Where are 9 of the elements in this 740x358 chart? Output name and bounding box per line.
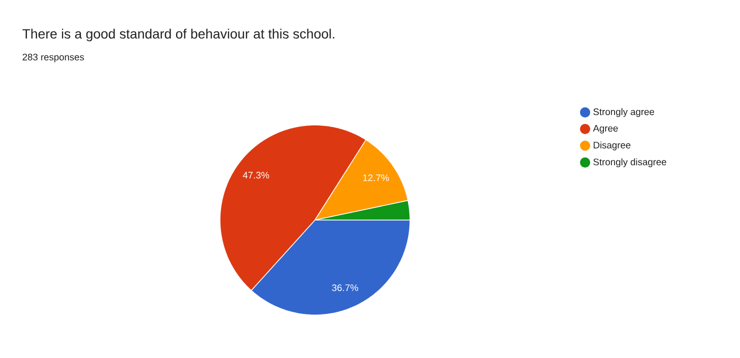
legend-label: Strongly disagree — [593, 158, 666, 168]
text: 283 responses — [22, 54, 84, 62]
data-label: 47.3% — [242, 172, 270, 178]
legend-label: Agree — [593, 125, 618, 134]
legend-label: Strongly agree — [593, 108, 654, 118]
data-label: 36.7% — [332, 284, 358, 292]
legend-label: Disagree — [594, 142, 630, 150]
chart-title: There is a good standard of behaviour at this school. — [22, 28, 334, 42]
data-label: 12.7% — [363, 174, 389, 182]
